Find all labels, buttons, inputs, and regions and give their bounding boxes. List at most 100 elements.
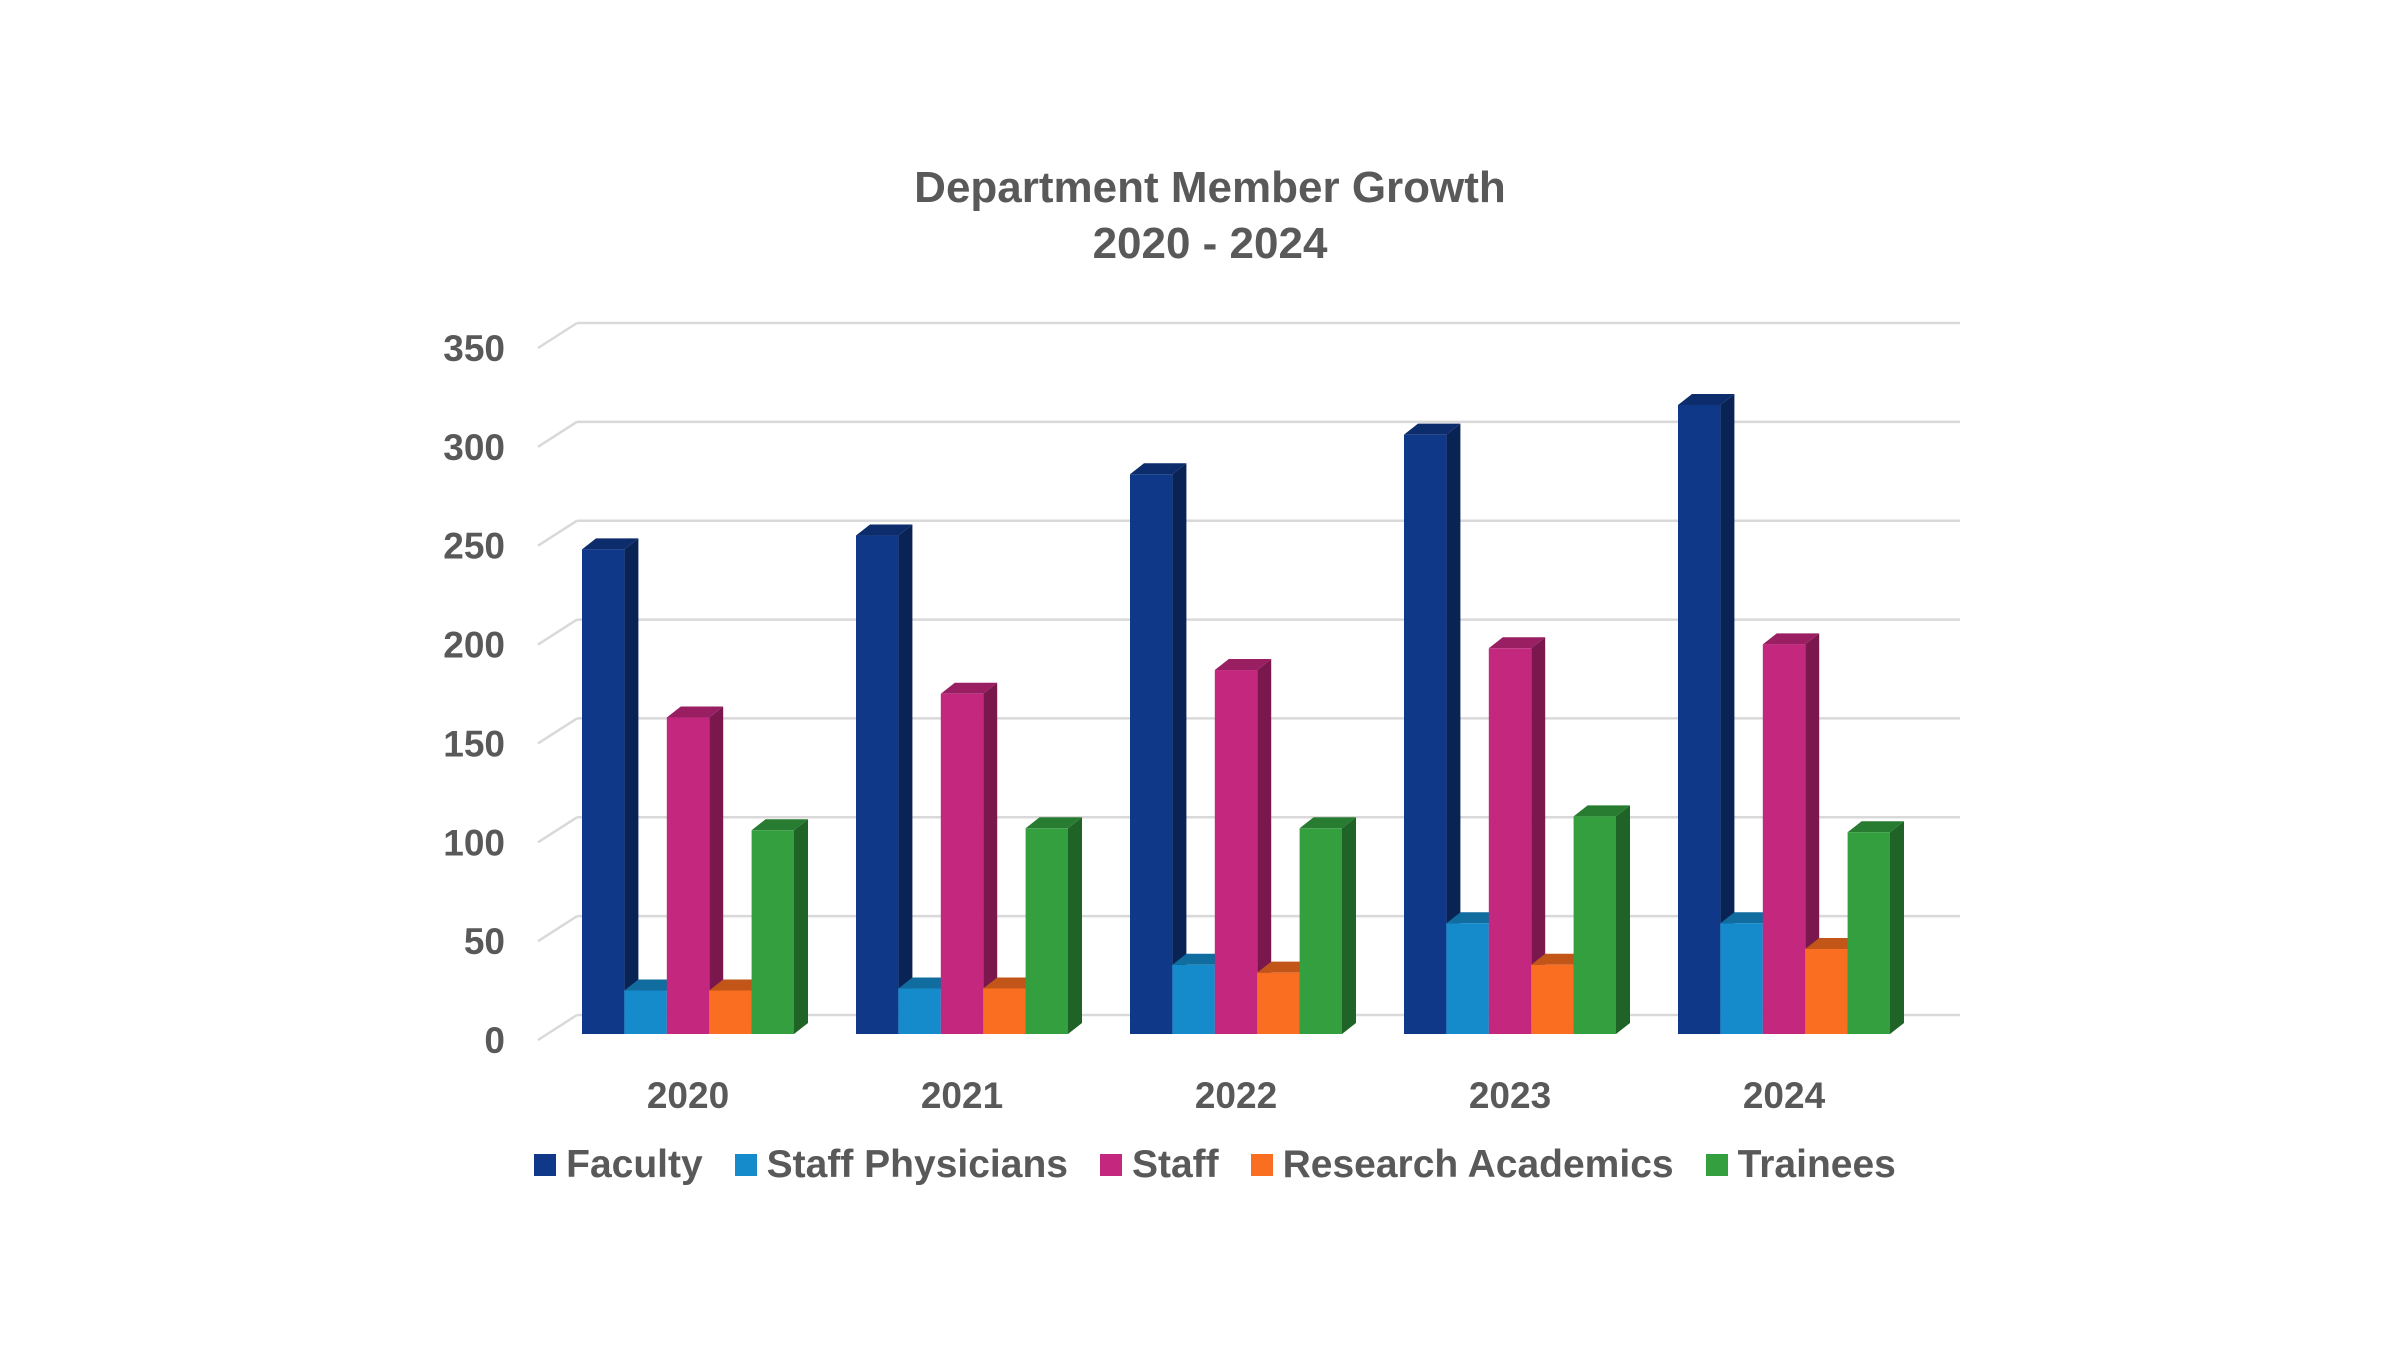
chart-subtitle: 2020 - 2024 bbox=[1092, 219, 1328, 268]
bar-top bbox=[1025, 817, 1082, 829]
bar-staff bbox=[1214, 670, 1258, 1034]
bar-side bbox=[1257, 659, 1272, 1034]
bar-side bbox=[624, 538, 639, 1034]
bar-side bbox=[1531, 637, 1546, 1034]
bar-side bbox=[1068, 817, 1082, 1034]
bar-top bbox=[1257, 961, 1314, 973]
bar-top bbox=[1299, 817, 1356, 829]
bar-faculty bbox=[856, 535, 899, 1034]
legend-swatch bbox=[1705, 1154, 1728, 1176]
bar-research-academics bbox=[1257, 972, 1300, 1034]
gridline-depth bbox=[537, 816, 578, 844]
legend-item: Faculty bbox=[534, 1143, 703, 1187]
bar-top bbox=[1214, 659, 1272, 671]
bar-research-academics bbox=[1805, 948, 1848, 1034]
bar-top bbox=[666, 706, 724, 718]
legend-swatch bbox=[734, 1154, 757, 1176]
y-tick-label: 100 bbox=[443, 822, 505, 863]
bar-staff-physicians bbox=[898, 988, 941, 1034]
gridline-depth bbox=[537, 519, 578, 547]
bar-trainees bbox=[1573, 816, 1616, 1034]
bar-research-academics bbox=[709, 990, 752, 1034]
bar-side bbox=[983, 682, 998, 1034]
y-tick-label: 150 bbox=[443, 723, 505, 764]
bar-top bbox=[1720, 912, 1777, 924]
gridline-depth bbox=[537, 1013, 578, 1042]
bar-top bbox=[1531, 953, 1588, 965]
bar-side bbox=[1616, 805, 1630, 1034]
bar-top bbox=[1446, 912, 1503, 924]
bar-top bbox=[1805, 937, 1862, 949]
bar-staff-physicians bbox=[1720, 923, 1763, 1034]
bar-trainees bbox=[1025, 828, 1068, 1034]
y-tick-label: 250 bbox=[443, 526, 505, 567]
legend-item: Staff Physicians bbox=[734, 1143, 1068, 1187]
bar-top bbox=[1762, 633, 1820, 645]
x-tick-label: 2020 bbox=[647, 1075, 729, 1116]
bar-side bbox=[1446, 423, 1461, 1034]
bar-top bbox=[1847, 821, 1904, 833]
bar-side bbox=[709, 706, 724, 1034]
x-tick-label: 2024 bbox=[1743, 1075, 1826, 1116]
bar-top bbox=[940, 682, 998, 694]
bar-staff-physicians bbox=[624, 990, 667, 1034]
bar-top bbox=[1488, 637, 1546, 649]
bar-side bbox=[1172, 463, 1187, 1034]
bar-top bbox=[1172, 953, 1229, 965]
bar-side bbox=[898, 524, 913, 1034]
bar-top bbox=[1404, 423, 1461, 435]
bar-top bbox=[898, 977, 955, 989]
legend-label: Staff bbox=[1131, 1143, 1219, 1186]
legend-swatch bbox=[1099, 1154, 1122, 1176]
gridline-depth bbox=[537, 717, 578, 745]
bar-top bbox=[624, 979, 681, 991]
bar-faculty bbox=[1678, 404, 1721, 1035]
gridline-depth bbox=[537, 321, 578, 350]
x-tick-label: 2021 bbox=[921, 1075, 1003, 1116]
legend: Faculty Staff Physicians Staff Research Aca… bbox=[0, 1143, 2400, 1187]
bar-trainees bbox=[751, 830, 794, 1034]
bar-top bbox=[856, 524, 913, 536]
bar-top bbox=[751, 819, 808, 831]
y-tick-label: 200 bbox=[443, 625, 505, 666]
bar-staff bbox=[1762, 644, 1806, 1034]
bar-top bbox=[983, 977, 1040, 989]
legend-label: Staff Physicians bbox=[766, 1143, 1068, 1186]
bar-faculty bbox=[582, 549, 625, 1034]
x-tick-label: 2022 bbox=[1195, 1075, 1277, 1116]
chart-title: Department Member Growth bbox=[914, 163, 1506, 212]
y-tick-label: 300 bbox=[443, 427, 505, 468]
bar-staff bbox=[1488, 648, 1532, 1034]
bar-top bbox=[1678, 393, 1735, 405]
bar-top bbox=[709, 979, 766, 991]
chart-title-block: Department Member Growth 2020 - 2024 bbox=[0, 160, 2400, 272]
legend-item: Staff bbox=[1099, 1143, 1219, 1187]
x-tick-label: 2023 bbox=[1469, 1075, 1551, 1116]
y-tick-label: 0 bbox=[484, 1020, 505, 1061]
bar-top bbox=[1130, 463, 1187, 475]
gridline-depth bbox=[537, 618, 578, 646]
bar-research-academics bbox=[1531, 964, 1574, 1034]
bar-side bbox=[1342, 817, 1356, 1034]
bar-top bbox=[582, 538, 639, 550]
bar-faculty bbox=[1404, 434, 1447, 1034]
gridline-depth bbox=[537, 420, 578, 448]
bar-staff-physicians bbox=[1172, 964, 1215, 1034]
bar-side bbox=[1720, 393, 1735, 1035]
gridline-depth bbox=[537, 915, 578, 943]
y-tick-label: 50 bbox=[464, 921, 505, 962]
legend-item: Research Academics bbox=[1250, 1143, 1674, 1187]
bar-staff bbox=[666, 717, 710, 1034]
legend-label: Faculty bbox=[566, 1143, 703, 1186]
legend-swatch bbox=[1250, 1154, 1273, 1176]
bar-staff-physicians bbox=[1446, 923, 1489, 1034]
bar-side bbox=[794, 819, 808, 1034]
bar-staff bbox=[940, 693, 984, 1034]
bar-research-academics bbox=[983, 988, 1026, 1034]
y-tick-label: 350 bbox=[443, 328, 505, 369]
bar-top bbox=[1573, 805, 1630, 817]
legend-item: Trainees bbox=[1705, 1143, 1896, 1187]
bar-side bbox=[1805, 633, 1820, 1034]
bar-faculty bbox=[1130, 474, 1173, 1034]
